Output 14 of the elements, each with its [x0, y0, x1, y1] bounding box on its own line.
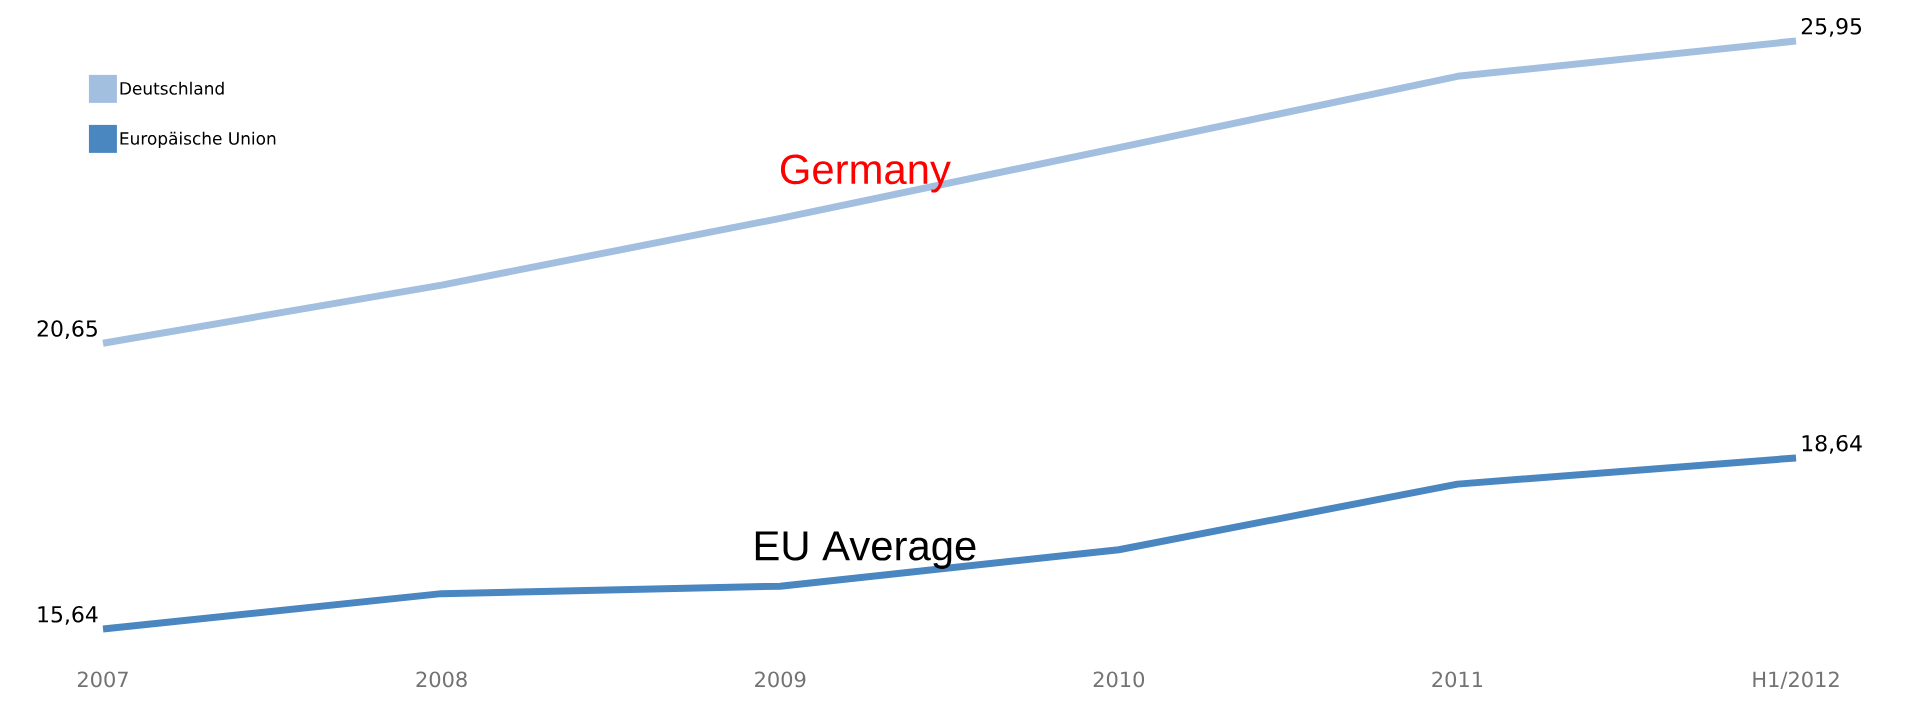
x-tick-label: H1/2012	[1753, 671, 1839, 689]
data-label: 15,64	[38, 605, 98, 625]
data-label: 25,95	[1801, 17, 1862, 37]
annotation: EU Average	[755, 531, 976, 569]
x-tick-label: 2011	[1432, 671, 1483, 688]
data-label: 20,65	[37, 320, 97, 340]
x-tick-label: 2009	[755, 671, 806, 688]
legend-label: Deutschland	[120, 81, 224, 95]
x-tick-label: 2007	[77, 671, 128, 688]
x-tick-label: 2008	[416, 671, 467, 688]
legend-label: Europäische Union	[120, 131, 276, 149]
x-tick-label: 2010	[1093, 671, 1145, 688]
annotation: Germany	[780, 154, 951, 193]
data-label: 18,64	[1802, 434, 1862, 454]
